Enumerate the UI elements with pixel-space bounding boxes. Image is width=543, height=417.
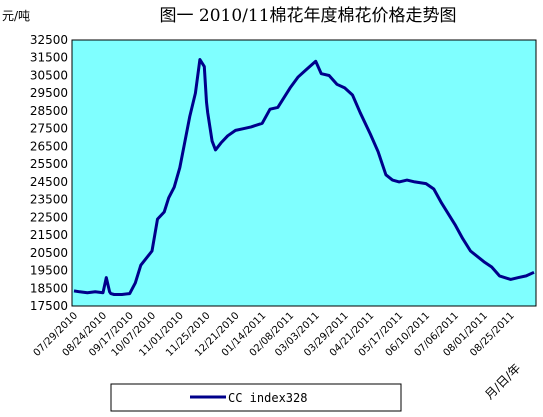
x-tick-labels: 07/29/201008/24/201009/17/201010/07/2010… xyxy=(32,310,517,359)
y-tick-labels: 17500 18500 19500 20500 21500 22500 23500 24500… xyxy=(30,33,68,313)
y-tick-label: 30500 xyxy=(30,68,68,82)
x-axis-label: 月/日/年 xyxy=(482,361,523,402)
y-tick-label: 29500 xyxy=(30,86,68,100)
y-axis-label: 元/吨 xyxy=(2,9,30,23)
y-tick-label: 21500 xyxy=(30,228,68,242)
y-tick-label: 32500 xyxy=(30,33,68,47)
y-tick-label: 19500 xyxy=(30,264,68,278)
y-tick-label: 18500 xyxy=(30,281,68,295)
y-tick-label: 26500 xyxy=(30,139,68,153)
chart-title: 图一 2010/11棉花年度棉花价格走势图 xyxy=(159,6,456,26)
y-tick-label: 28500 xyxy=(30,104,68,118)
legend-box xyxy=(110,383,402,412)
y-tick-label: 20500 xyxy=(30,246,68,260)
y-tick-label: 27500 xyxy=(30,122,68,136)
series-line-cc-index328 xyxy=(73,58,535,296)
legend-label: CC index328 xyxy=(228,391,307,405)
y-tick-label: 25500 xyxy=(30,157,68,171)
plot-area xyxy=(71,39,537,307)
y-tick-label: 24500 xyxy=(30,175,68,189)
y-tick-label: 23500 xyxy=(30,193,68,207)
y-tick-label: 17500 xyxy=(30,299,68,313)
y-tick-label: 22500 xyxy=(30,210,68,224)
y-tick-label: 31500 xyxy=(30,51,68,65)
